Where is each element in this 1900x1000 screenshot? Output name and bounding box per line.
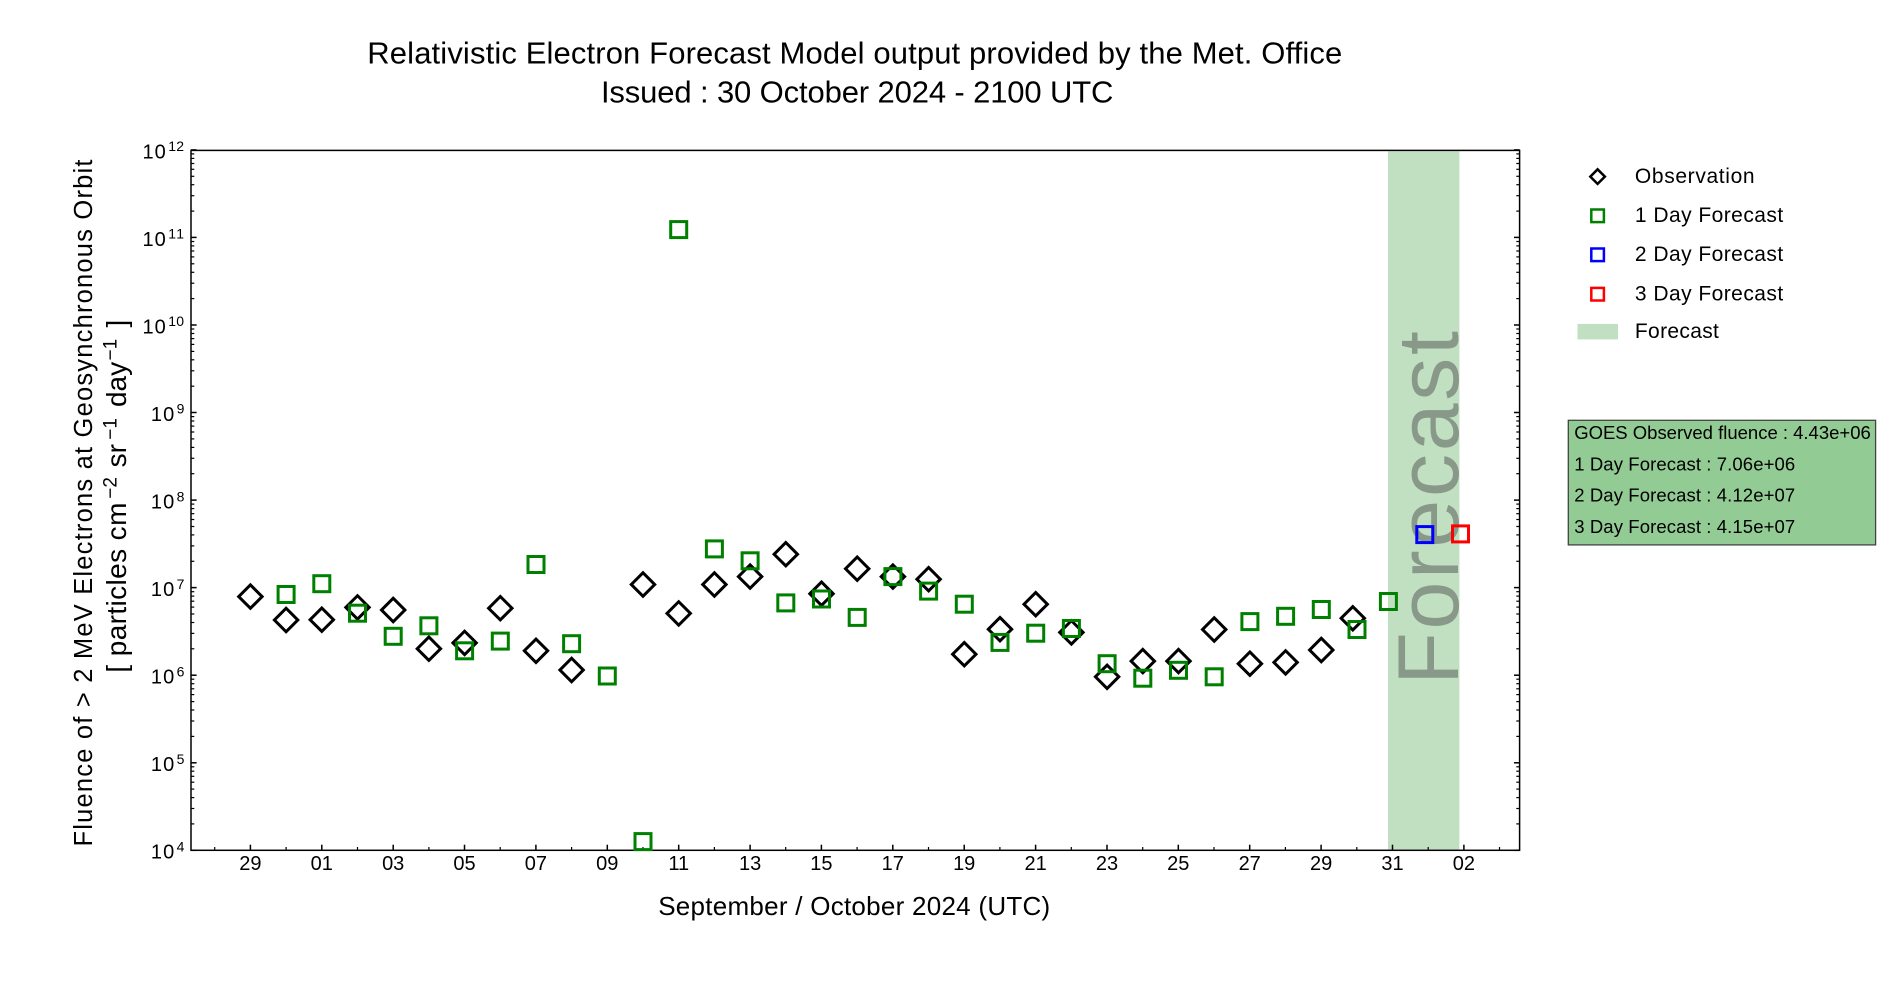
svg-text:−2: −2	[101, 477, 122, 499]
svg-text:Relativistic Electron Forecast: Relativistic Electron Forecast Model out…	[367, 36, 1342, 71]
svg-text:3 Day Forecast: 3 Day Forecast	[1635, 282, 1783, 305]
svg-text:Observation: Observation	[1635, 165, 1755, 188]
svg-text:07: 07	[525, 853, 547, 875]
svg-text:29: 29	[239, 853, 261, 875]
svg-text:09: 09	[596, 853, 618, 875]
svg-text:day: day	[101, 362, 132, 415]
svg-text:[ particles cm: [ particles cm	[101, 503, 132, 673]
svg-text:10: 10	[151, 667, 174, 689]
svg-text:12: 12	[168, 138, 184, 154]
svg-text:1 Day Forecast : 7.06e+06: 1 Day Forecast : 7.06e+06	[1574, 453, 1795, 474]
svg-text:10: 10	[143, 141, 166, 163]
svg-text:−1: −1	[101, 339, 122, 361]
svg-text:21: 21	[1024, 853, 1046, 875]
svg-text:2 Day Forecast: 2 Day Forecast	[1635, 243, 1783, 266]
svg-text:23: 23	[1096, 853, 1118, 875]
svg-text:29: 29	[1310, 853, 1332, 875]
svg-text:10: 10	[151, 842, 174, 864]
svg-text:]: ]	[101, 320, 132, 336]
svg-text:9: 9	[177, 401, 185, 417]
svg-text:10: 10	[143, 229, 166, 251]
svg-text:10: 10	[151, 404, 174, 426]
svg-text:7: 7	[177, 576, 185, 592]
svg-text:27: 27	[1239, 853, 1261, 875]
svg-text:10: 10	[151, 754, 174, 776]
svg-text:−1: −1	[101, 418, 122, 440]
svg-text:11: 11	[668, 853, 689, 875]
svg-text:1 Day Forecast: 1 Day Forecast	[1635, 204, 1783, 227]
svg-text:5: 5	[177, 751, 185, 767]
svg-text:sr: sr	[101, 444, 132, 475]
svg-text:17: 17	[882, 853, 904, 875]
svg-text:2 Day Forecast : 4.12e+07: 2 Day Forecast : 4.12e+07	[1574, 485, 1795, 506]
svg-text:11: 11	[168, 226, 184, 242]
svg-text:05: 05	[453, 853, 475, 875]
svg-text:10: 10	[168, 313, 184, 329]
svg-text:10: 10	[151, 579, 174, 601]
svg-text:6: 6	[177, 663, 185, 679]
svg-text:Fluence of > 2 MeV Electrons a: Fluence of > 2 MeV Electrons at Geosynch…	[70, 160, 98, 847]
svg-text:10: 10	[151, 492, 174, 514]
svg-text:September / October 2024 (UTC): September / October 2024 (UTC)	[658, 891, 1050, 921]
svg-text:Forecast: Forecast	[1381, 331, 1477, 685]
svg-text:25: 25	[1167, 853, 1189, 875]
svg-text:3 Day Forecast : 4.15e+07: 3 Day Forecast : 4.15e+07	[1574, 516, 1795, 537]
svg-text:01: 01	[311, 853, 333, 875]
svg-text:31: 31	[1381, 853, 1403, 875]
svg-text:Issued : 30 October 2024 - 210: Issued : 30 October 2024 - 2100 UTC	[601, 75, 1113, 110]
svg-text:10: 10	[143, 316, 166, 338]
svg-text:13: 13	[739, 853, 761, 875]
svg-text:4: 4	[177, 839, 185, 855]
svg-text:19: 19	[953, 853, 975, 875]
svg-text:Forecast: Forecast	[1635, 320, 1719, 343]
svg-text:15: 15	[810, 853, 832, 875]
svg-text:GOES Observed fluence : 4.43e+: GOES Observed fluence : 4.43e+06	[1574, 422, 1871, 443]
svg-text:03: 03	[382, 853, 404, 875]
svg-text:02: 02	[1453, 853, 1475, 875]
svg-text:8: 8	[177, 488, 185, 504]
